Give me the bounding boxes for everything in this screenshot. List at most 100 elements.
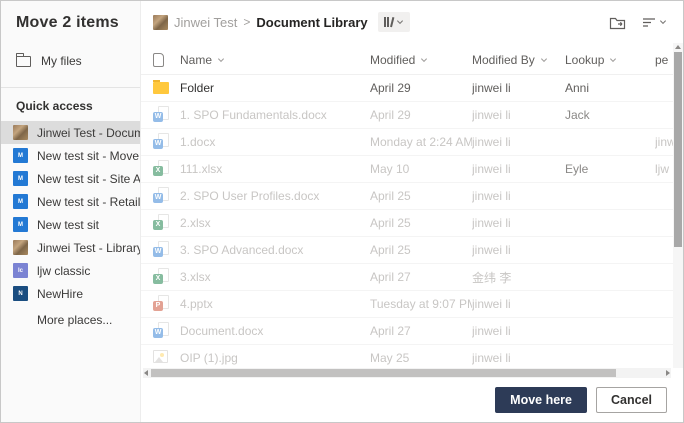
- new-folder-button[interactable]: [609, 15, 626, 30]
- table-row: 3. SPO Advanced.docx April 25 jinwei li: [141, 237, 673, 264]
- file-type-cell: [153, 240, 180, 260]
- sidebar-item[interactable]: M New test sit - Move to ...: [1, 144, 140, 167]
- column-header[interactable]: Modified By: [472, 53, 565, 67]
- sidebar-item-label: New test sit - Retail Do...: [37, 194, 140, 209]
- library-pane: Jinwei Test > Document Library: [141, 1, 683, 422]
- command-bar: Jinwei Test > Document Library: [141, 1, 683, 43]
- sidebar-item[interactable]: Jinwei Test - Docume...: [1, 121, 140, 144]
- word-file-icon: [153, 105, 169, 122]
- vertical-scrollbar[interactable]: [673, 43, 683, 368]
- sidebar-item[interactable]: M New test sit - Site Assets: [1, 167, 140, 190]
- breadcrumb-site[interactable]: Jinwei Test: [174, 14, 238, 30]
- pe-value: jinw: [655, 135, 673, 149]
- modified-by: jinwei li: [472, 297, 511, 311]
- file-name: 4.pptx: [180, 297, 213, 311]
- modified-by: jinwei li: [472, 189, 511, 203]
- column-header-label: pe: [655, 52, 669, 67]
- horizontal-scrollbar[interactable]: [143, 368, 671, 378]
- file-app-tile: [153, 111, 163, 122]
- command-icons: [609, 15, 667, 30]
- sidebar-item-label: New test sit - Move to ...: [37, 148, 140, 163]
- table-row: 3.xlsx April 27 金纬 李: [141, 264, 673, 291]
- sort-options-button[interactable]: [642, 16, 667, 28]
- scroll-up-arrow-icon[interactable]: [675, 45, 681, 49]
- move-here-button[interactable]: Move here: [495, 387, 587, 413]
- word-file-icon: [153, 132, 169, 149]
- sidebar-item[interactable]: M New test sit - Retail Do...: [1, 190, 140, 213]
- scroll-left-arrow-icon[interactable]: [144, 370, 148, 376]
- horizontal-scrollbar-thumb[interactable]: [151, 369, 616, 377]
- new-folder-icon: [609, 17, 626, 29]
- chevron-down-icon: [217, 57, 225, 62]
- table-row: 2.xlsx April 25 jinwei li: [141, 210, 673, 237]
- file-type-cell: [153, 105, 180, 125]
- powerpoint-file-icon: [153, 294, 169, 311]
- my-files-label: My files: [41, 54, 82, 68]
- file-type-cell: [153, 132, 180, 152]
- file-app-tile: [153, 165, 163, 176]
- modified-date: April 25: [370, 216, 411, 230]
- word-file-icon: [153, 240, 169, 257]
- sidebar-item[interactable]: N NewHire: [1, 282, 140, 305]
- table-row: 111.xlsx May 10 jinwei li Eyle ljw: [141, 156, 673, 183]
- file-table: Name Modified Modified By Lookup pe Folder Ap…: [141, 45, 673, 368]
- modified-by: jinwei li: [472, 216, 511, 230]
- chevron-down-icon: [540, 57, 547, 62]
- scroll-right-arrow-icon[interactable]: [666, 370, 670, 376]
- column-header[interactable]: Lookup: [565, 53, 655, 67]
- excel-file-icon: [153, 267, 169, 284]
- sidebar-item[interactable]: M New test sit: [1, 213, 140, 236]
- more-places-link[interactable]: More places...: [37, 313, 113, 327]
- sidebar-item-my-files[interactable]: My files: [1, 48, 140, 74]
- file-type-cell: [153, 79, 180, 97]
- modified-date: April 29: [370, 108, 411, 122]
- sidebar-item-label: ljw classic: [37, 263, 91, 278]
- file-name: 111.xlsx: [180, 162, 223, 176]
- sidebar-divider: [1, 87, 140, 88]
- library-view-dropdown[interactable]: [377, 12, 410, 32]
- table-row[interactable]: Folder April 29 jinwei li Anni: [141, 75, 673, 102]
- file-app-tile: [153, 138, 163, 149]
- vertical-scrollbar-thumb[interactable]: [674, 52, 682, 247]
- column-header[interactable]: pe: [655, 53, 673, 67]
- file-name: Folder: [180, 81, 215, 95]
- file-name: Document.docx: [180, 324, 264, 338]
- modified-date: Tuesday at 9:07 PM: [370, 297, 472, 311]
- breadcrumb-library[interactable]: Document Library: [256, 14, 368, 30]
- sidebar-item-label: NewHire: [37, 286, 84, 301]
- file-app-tile: [153, 246, 163, 257]
- modified-by: jinwei li: [472, 81, 511, 95]
- file-name: 1.docx: [180, 135, 216, 149]
- site-initials-tile: M: [13, 217, 28, 232]
- modified-by: jinwei li: [472, 108, 511, 122]
- modified-date: May 25: [370, 351, 410, 365]
- table-row: 2. SPO User Profiles.docx April 25 jinwei …: [141, 183, 673, 210]
- modified-date: April 25: [370, 243, 411, 257]
- site-initials-tile: M: [13, 148, 28, 163]
- table-row: 1. SPO Fundamentals.docx April 29 jinwei l…: [141, 102, 673, 129]
- column-header-label: Lookup: [565, 52, 605, 67]
- breadcrumb: Jinwei Test > Document Library: [153, 12, 410, 32]
- file-type-cell: [153, 213, 180, 233]
- excel-file-icon: [153, 159, 169, 176]
- sidebar-item[interactable]: lc ljw classic: [1, 259, 140, 282]
- folder-icon: [153, 79, 169, 94]
- site-initials-tile: M: [13, 194, 28, 209]
- chevron-down-icon: [659, 20, 667, 25]
- pe-value: ljw: [655, 162, 669, 176]
- sidebar-item[interactable]: Jinwei Test - Library111: [1, 236, 140, 259]
- file-type-cell: [153, 321, 180, 341]
- file-list: Folder April 29 jinwei li Anni 1. SPO Fundam…: [141, 75, 673, 368]
- modified-by: jinwei li: [472, 162, 511, 176]
- modified-by: 金纬 李: [472, 270, 512, 285]
- column-header[interactable]: Name: [180, 53, 370, 67]
- cancel-button[interactable]: Cancel: [596, 387, 667, 413]
- column-header-label: Modified By: [472, 52, 535, 67]
- file-name: 3.xlsx: [180, 270, 211, 284]
- modified-by: jinwei li: [472, 135, 511, 149]
- excel-file-icon: [153, 213, 169, 230]
- column-header[interactable]: Modified: [370, 53, 472, 67]
